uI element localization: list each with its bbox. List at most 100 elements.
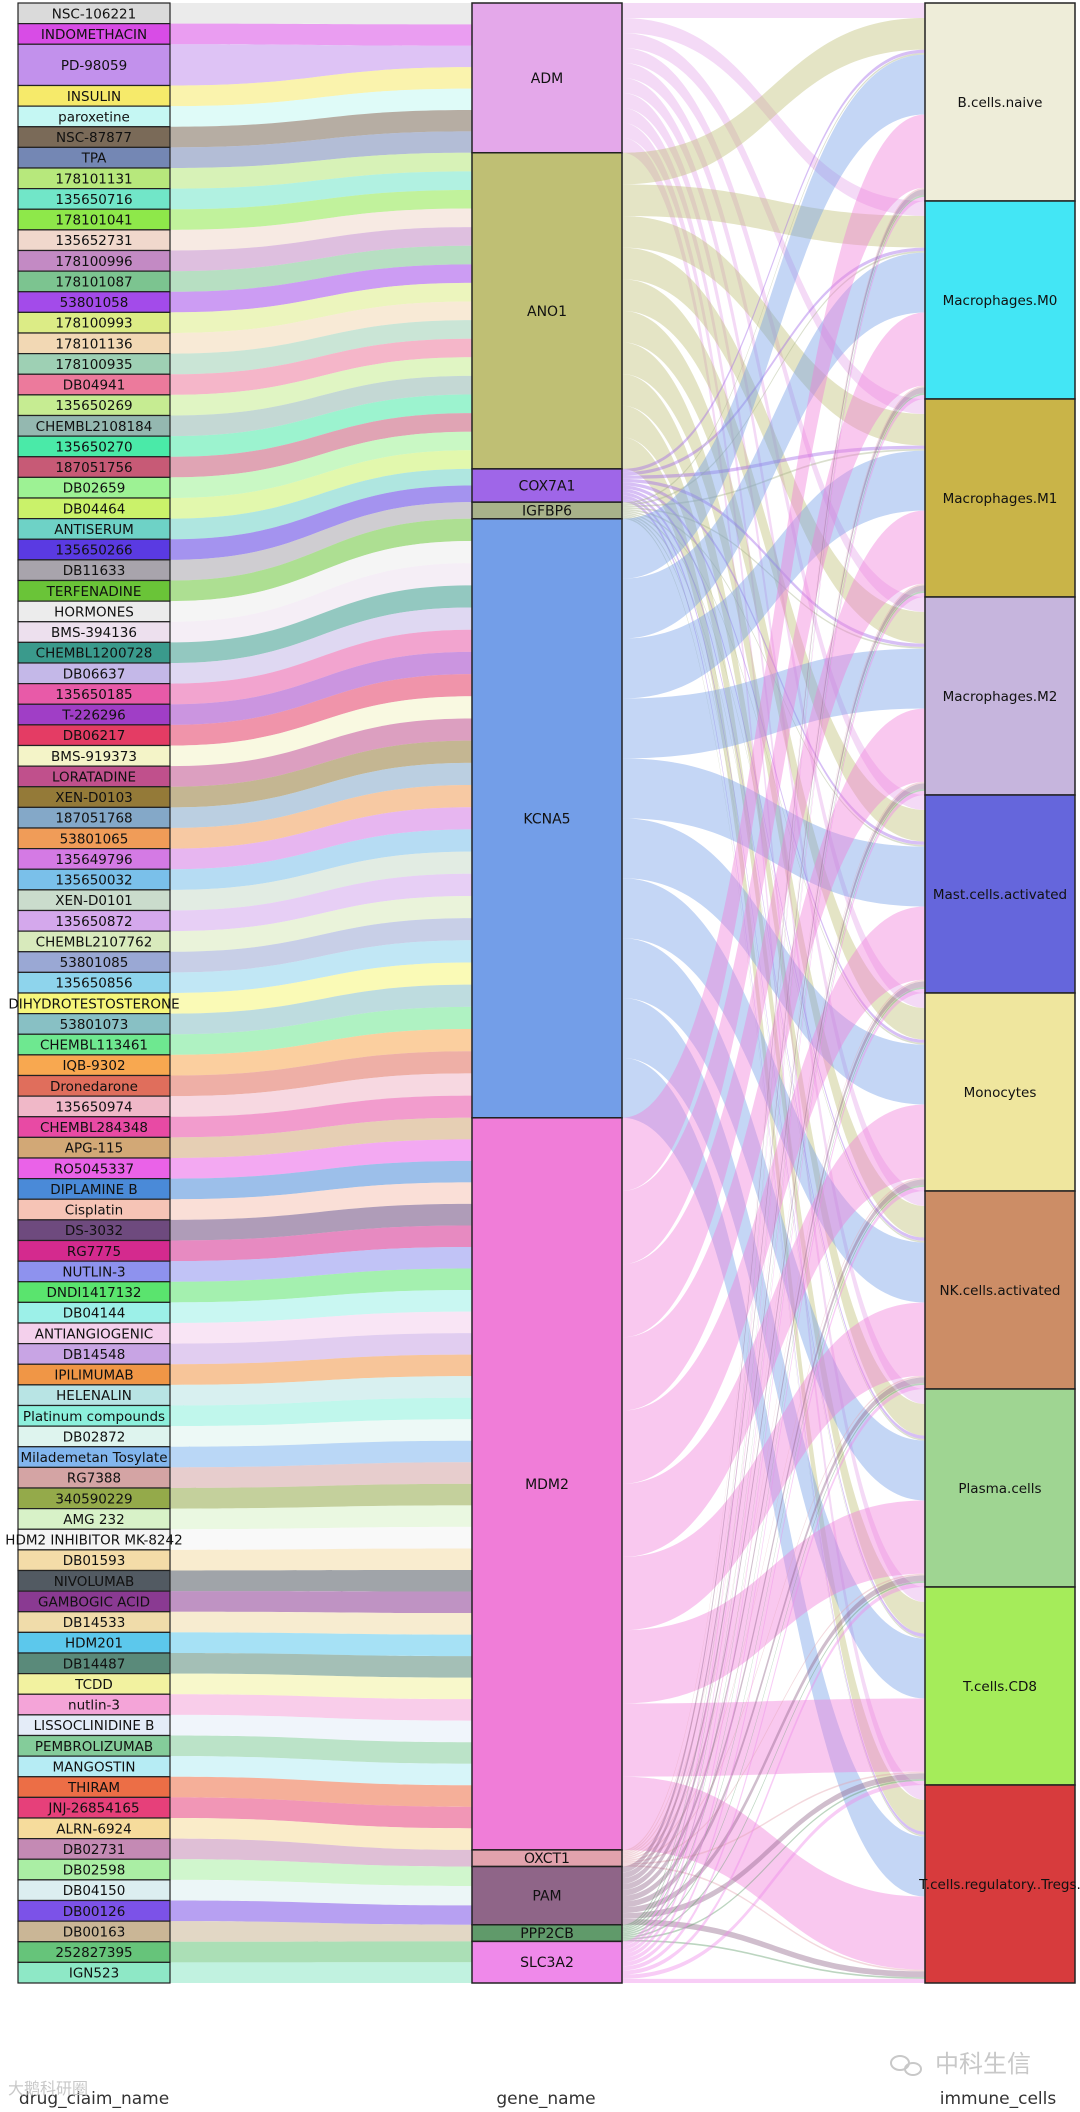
flow-hormones-to-kcna5 <box>170 540 472 622</box>
flow-135650185-to-kcna5 <box>170 629 472 705</box>
flow-187051768-to-kcna5 <box>170 762 472 828</box>
flow-cox7a1-to-mast-cells-activated <box>622 482 925 845</box>
flow-milademetan-tosylate-to-mdm2 <box>170 1440 472 1468</box>
gene-label-cox7a1: COX7A1 <box>519 479 576 495</box>
drug-label-nivolumab: NIVOLUMAB <box>54 1574 135 1590</box>
flow-135650270-to-ano1 <box>170 394 472 457</box>
flow-igfbp6-to-plasma-cells <box>622 513 925 1441</box>
drug-label-187051756: 187051756 <box>55 460 132 476</box>
drug-label-178101087: 178101087 <box>55 274 132 290</box>
flow-xen-d0103-to-kcna5 <box>170 740 472 808</box>
drug-label-db06217: DB06217 <box>63 728 126 744</box>
flow-tpa-to-adm <box>170 131 472 168</box>
immune-node-nk-cells-activated <box>924 1190 1076 1390</box>
flow-adm-to-nk-cells-activated <box>622 92 925 1206</box>
flow-oxct1-to-t-cells-cd8 <box>622 1771 925 1865</box>
flow-nutlin-3-to-mdm2 <box>170 1694 472 1721</box>
flow-slc3a2-to-macrophages-m0 <box>622 394 925 1950</box>
flow-ppp2cb-to-macrophages-m1 <box>622 591 925 1930</box>
flow-kcna5-to-macrophages-m2 <box>622 648 925 759</box>
flow-apg-115-to-mdm2 <box>170 1117 472 1158</box>
flow-nsc-106221-to-adm <box>170 3 472 25</box>
flow-igfbp6-to-macrophages-m0 <box>622 250 925 506</box>
flow-jnj-26854165-to-mdm2 <box>170 1797 472 1829</box>
flow-135650872-to-kcna5 <box>170 873 472 932</box>
flow-oxct1-to-monocytes <box>622 1177 925 1860</box>
flow-slc3a2-to-monocytes <box>622 1186 925 1967</box>
flow-slc3a2-to-nk-cells-activated <box>622 1384 925 1971</box>
flow-135650856-to-kcna5 <box>170 940 472 993</box>
drug-label-chembl284348: CHEMBL284348 <box>40 1120 148 1136</box>
flow-cox7a1-to-macrophages-m1 <box>622 445 925 479</box>
drug-label-ro5045337: RO5045337 <box>54 1161 134 1177</box>
flow-178101041-to-ano1 <box>170 189 472 230</box>
drug-label-135652731: 135652731 <box>55 233 132 249</box>
drug-label-nutlin-3: NUTLIN-3 <box>62 1264 125 1280</box>
drug-label-alrn-6924: ALRN-6924 <box>56 1821 131 1837</box>
drug-label-187051768: 187051768 <box>55 811 132 827</box>
flow-oxct1-to-macrophages-m2 <box>622 781 925 1857</box>
immune-label-macrophages-m0: Macrophages.M0 <box>943 293 1058 309</box>
flow-kcna5-to-monocytes <box>622 818 925 1105</box>
drug-node-pd-98059 <box>17 43 171 87</box>
flow-db04150-to-pam <box>170 1879 472 1906</box>
drug-label-135650266: 135650266 <box>55 543 132 559</box>
flow-adm-to-mast-cells-activated <box>622 62 925 810</box>
gene-node-mdm2 <box>471 1117 623 1851</box>
immune-node-monocytes <box>924 992 1076 1192</box>
drug-gene-flows <box>170 3 472 1983</box>
drug-label-terfenadine: TERFENADINE <box>46 584 142 600</box>
flow-helenalin-to-mdm2 <box>170 1376 472 1406</box>
drug-label-rg7775: RG7775 <box>67 1244 121 1260</box>
flow-kcna5-to-b-cells-naive <box>622 54 925 579</box>
drug-label-135650716: 135650716 <box>55 192 132 208</box>
flow-oxct1-to-macrophages-m0 <box>622 385 925 1854</box>
flow-slc3a2-to-t-cells-cd8 <box>622 1780 925 1979</box>
flow-ano1-to-t-cells-cd8 <box>622 405 925 1634</box>
flow-kcna5-to-plasma-cells <box>622 938 925 1501</box>
flow-slc3a2-to-macrophages-m1 <box>622 592 925 1954</box>
flow-adm-to-t-cells-cd8 <box>622 122 925 1602</box>
drug-label-iqb-9302: IQB-9302 <box>62 1058 125 1074</box>
flow-oxct1-to-plasma-cells <box>622 1573 925 1864</box>
flow-135650266-to-cox7a1 <box>170 485 472 560</box>
flow-db02598-to-pam <box>170 1859 472 1886</box>
flow-pam-to-macrophages-m0 <box>622 387 925 1879</box>
flow-mdm2-to-macrophages-m0 <box>622 312 925 1265</box>
flow-igfbp6-to-nk-cells-activated <box>622 512 925 1243</box>
wechat-watermark-icon <box>890 2055 922 2076</box>
drug-label-insulin: INSULIN <box>67 89 121 105</box>
flow-178101131-to-ano1 <box>170 152 472 189</box>
flow-178100993-to-ano1 <box>170 282 472 333</box>
drug-label-bms-919373: BMS-919373 <box>51 749 137 765</box>
flow-53801058-to-ano1 <box>170 264 472 313</box>
flow-db14548-to-mdm2 <box>170 1333 472 1365</box>
flow-db06637-to-kcna5 <box>170 607 472 684</box>
flow-pd-98059-to-adm <box>170 44 472 86</box>
drug-label-53801073: 53801073 <box>60 1017 129 1033</box>
immune-node-mast-cells-activated <box>924 794 1076 994</box>
flow-loratadine-to-kcna5 <box>170 718 472 787</box>
flow-rg7388-to-mdm2 <box>170 1462 472 1488</box>
drug-label-amg-232: AMG 232 <box>63 1512 124 1528</box>
flow-insulin-to-adm <box>170 67 472 107</box>
flow-igfbp6-to-monocytes <box>622 510 925 1045</box>
flow-dihydrotestosterone-to-kcna5 <box>170 962 472 1014</box>
flow-terfenadine-to-kcna5 <box>170 518 472 602</box>
flow-ppp2cb-to-plasma-cells <box>622 1581 925 1939</box>
flow-igfbp6-to-macrophages-m1 <box>622 448 925 508</box>
immune-label-nk-cells-activated: NK.cells.activated <box>940 1283 1061 1299</box>
drug-label-135650032: 135650032 <box>55 873 132 889</box>
flow-chembl2107762-to-kcna5 <box>170 895 472 952</box>
flow-oxct1-to-macrophages-m1 <box>622 583 925 1855</box>
flow-igfbp6-to-t-cells-regulatory-tregs <box>622 517 925 1837</box>
flow-178100935-to-ano1 <box>170 320 472 375</box>
immune-node-macrophages-m0 <box>924 200 1076 400</box>
flow-pam-to-plasma-cells <box>622 1575 925 1914</box>
flow-kcna5-to-t-cells-cd8 <box>622 997 925 1699</box>
immune-label-macrophages-m2: Macrophages.M2 <box>943 689 1058 705</box>
flow-bms-394136-to-kcna5 <box>170 563 472 643</box>
flow-db04144-to-mdm2 <box>170 1290 472 1323</box>
flow-ano1-to-mast-cells-activated <box>622 279 925 842</box>
